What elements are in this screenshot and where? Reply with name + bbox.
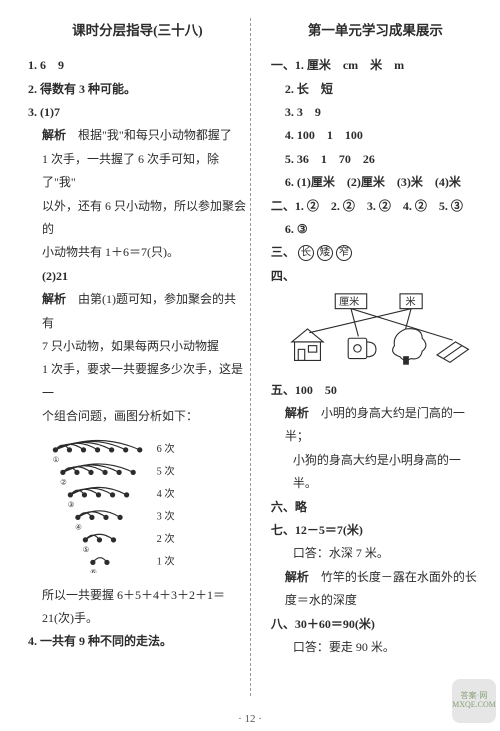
matching-diagram: 厘米 米 [289, 292, 474, 366]
explain-label: 解析 [42, 128, 66, 142]
explain-text: 根据"我"和每只小动物都握了 [66, 128, 232, 142]
sec6: 六、略 [271, 496, 480, 519]
sec3-label: 三、 [271, 245, 295, 259]
sec1-5: 5. 36 1 70 26 [271, 148, 480, 171]
left-title: 课时分层指导(三十八) [28, 18, 247, 44]
sum-line: 所以一共要握 6＋5＋4＋3＋2＋1＝ [28, 584, 247, 607]
sum-line: 21(次)手。 [28, 607, 247, 630]
page-root: 课时分层指导(三十八) 1. 6 9 2. 得数有 3 种可能。 3. (1)7… [0, 0, 500, 731]
sec1-1: 一、1. 厘米 cm 米 m [271, 54, 480, 77]
sec7-exp-cont: 度＝水的深度 [271, 589, 480, 612]
answer-1: 1. 6 9 [28, 54, 247, 77]
sec1-2: 2. 长 短 [271, 78, 480, 101]
sec1-6: 6. (1)厘米 (2)厘米 (3)米 (4)米 [271, 171, 480, 194]
explain-text: 由第(1)题可知，参加聚会的共有 [42, 292, 236, 329]
svg-text:④: ④ [75, 522, 82, 531]
sec1-3: 3. 3 9 [271, 101, 480, 124]
svg-text:③: ③ [68, 500, 75, 509]
right-column: 第一单元学习成果展示 一、1. 厘米 cm 米 m 2. 长 短 3. 3 9 … [259, 18, 480, 721]
sec7-exp: 解析 竹竿的长度－露在水面外的长 [271, 566, 480, 589]
sec7a: 七、12－5＝7(米) [271, 519, 480, 542]
page-number: · 12 · [0, 713, 500, 725]
arc-label: 1 次 [157, 554, 175, 567]
box-m: 米 [405, 295, 415, 308]
sec8a: 八、30＋60＝90(米) [271, 613, 480, 636]
answer-3-1: 3. (1)7 [28, 101, 247, 124]
left-column: 课时分层指导(三十八) 1. 6 9 2. 得数有 3 种可能。 3. (1)7… [28, 18, 259, 721]
explain-text: 竹竿的长度－露在水面外的长 [309, 570, 477, 584]
svg-text:⑤: ⑤ [83, 545, 90, 554]
explain-line: 个组合问题，画图分析如下： [28, 405, 247, 428]
arc-label: 3 次 [157, 509, 175, 522]
arc-label: 2 次 [157, 531, 175, 544]
explain-line: 小动物共有 1＋6＝7(只)。 [28, 241, 247, 264]
explain-line: 1 次手，要求一共要握多少次手，这是一 [28, 358, 247, 405]
arc-label: 4 次 [157, 486, 175, 499]
answer-4: 4. 一共有 9 种不同的走法。 [28, 630, 247, 653]
sec3: 三、 长 矮 窄 [271, 241, 480, 264]
arc-label: 6 次 [157, 441, 175, 454]
explain-3-2: 解析 由第(1)题可知，参加聚会的共有 [28, 288, 247, 335]
column-divider [250, 18, 251, 696]
svg-text:①: ① [53, 455, 60, 464]
right-title: 第一单元学习成果展示 [271, 18, 480, 44]
circled-answer: 长 [298, 245, 314, 261]
explain-line: 7 只小动物，如果每两只小动物握 [28, 335, 247, 358]
sec7b: 口答：水深 7 米。 [271, 542, 480, 565]
sec5: 五、100 50 [271, 379, 480, 402]
sec4-label: 四、 [271, 265, 480, 288]
sec2: 二、1. ② 2. ② 3. ② 4. ② 5. ③ [271, 195, 480, 218]
arc-label: 5 次 [157, 464, 175, 477]
svg-text:②: ② [60, 477, 67, 486]
sec5-exp: 解析 小明的身高大约是门高的一半； [271, 402, 480, 449]
sec1-4: 4. 100 1 100 [271, 124, 480, 147]
sec8b: 口答：要走 90 米。 [271, 636, 480, 659]
explain-text: 小明的身高大约是门高的一半； [285, 406, 465, 443]
explain-line: 1 次手，一共握了 6 次手可知，除了"我" [28, 148, 247, 195]
circled-answer: 矮 [317, 245, 333, 261]
explain-label: 解析 [285, 406, 309, 420]
watermark-badge: 答案·网 MXQE.COM [452, 679, 496, 723]
handshake-diagram: ① ② ③ ④ [46, 433, 196, 574]
explain-label: 解析 [42, 292, 66, 306]
explain-line: 以外，还有 6 只小动物，所以参加聚会的 [28, 195, 247, 242]
answer-3-2: (2)21 [28, 265, 247, 288]
answer-2: 2. 得数有 3 种可能。 [28, 78, 247, 101]
sec2b: 6. ③ [271, 218, 480, 241]
explain-3-1: 解析 根据"我"和每只小动物都握了 [28, 124, 247, 147]
svg-text:⑥: ⑥ [90, 567, 97, 573]
circled-answer: 窄 [336, 245, 352, 261]
sec5-exp2: 小狗的身高大约是小明身高的一半。 [271, 449, 480, 496]
explain-label: 解析 [285, 570, 309, 584]
box-cm: 厘米 [339, 295, 359, 308]
